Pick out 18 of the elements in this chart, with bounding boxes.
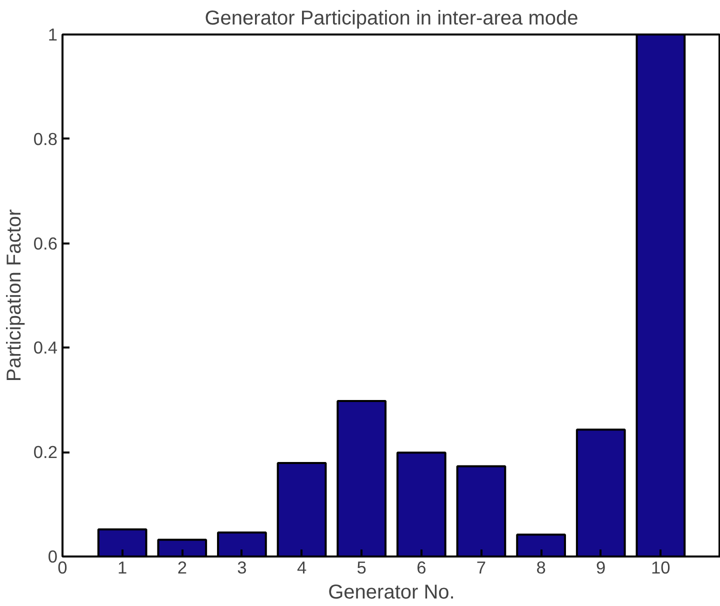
- x-tick-label: 10: [651, 558, 670, 578]
- x-tick-label: 7: [476, 558, 486, 578]
- x-axis-title: Generator No.: [328, 582, 455, 604]
- y-axis-title: Participation Factor: [3, 209, 26, 382]
- chart-title: Generator Participation in inter-area mode: [204, 8, 578, 30]
- x-tick-label: 8: [536, 558, 546, 578]
- x-tick-label: 9: [596, 558, 606, 578]
- x-tick-label: 2: [177, 558, 187, 578]
- y-tick-label: 0.6: [33, 233, 58, 254]
- x-tick-label: 6: [416, 558, 426, 578]
- x-tick-label: 3: [237, 558, 247, 578]
- x-tick-label: 1: [118, 558, 128, 578]
- y-tick-label: 0.4: [33, 338, 58, 358]
- y-tick-label: 0.2: [33, 442, 58, 462]
- x-tick-label: 4: [296, 558, 307, 578]
- y-tick-label: 1: [48, 24, 58, 44]
- x-tick-label: 5: [356, 558, 366, 578]
- y-tick-label: 0.8: [33, 128, 58, 149]
